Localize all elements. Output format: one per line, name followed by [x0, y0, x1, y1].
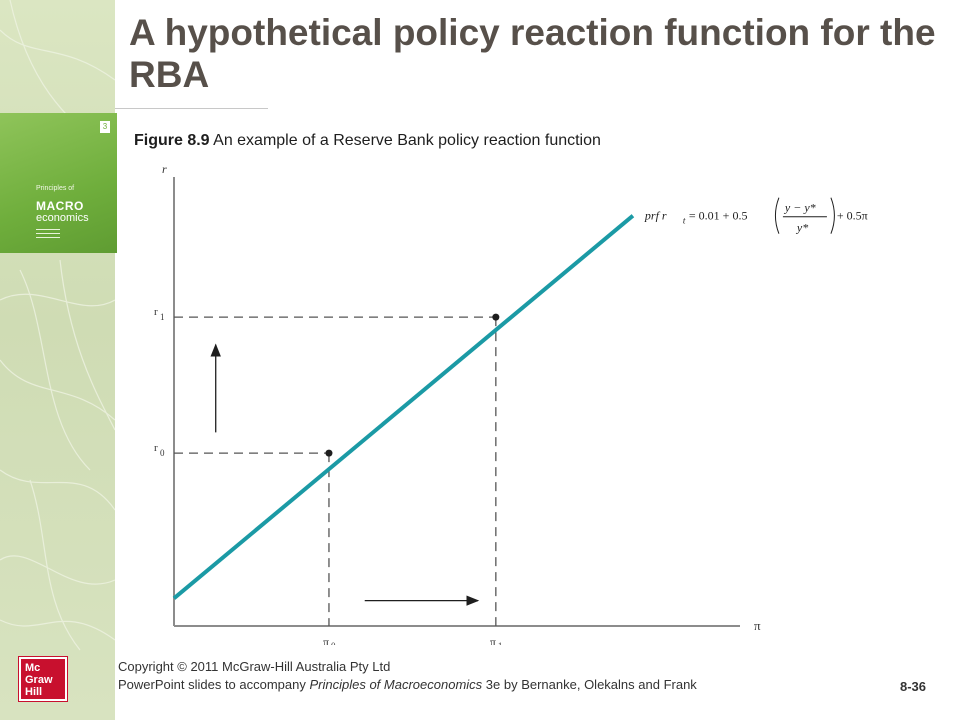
book-author-lines — [36, 229, 60, 230]
left-paren — [774, 197, 780, 234]
equation-constants: = 0.01 + 0.5 — [689, 209, 748, 223]
x-tick-sub-1: 1 — [498, 641, 503, 645]
equation-sub: t — [683, 216, 686, 226]
figure-label: Figure 8.9 — [134, 132, 210, 149]
book-line1: Principles of — [36, 185, 75, 192]
policy-reaction-line — [172, 214, 635, 600]
right-paren — [830, 197, 835, 234]
footer-pre: PowerPoint slides to accompany — [118, 677, 310, 692]
x-axis-label: π — [754, 618, 761, 633]
title-divider — [115, 108, 268, 109]
book-cover-image: 3 Principles of MACRO economics — [0, 113, 117, 253]
logo-line: Graw — [25, 674, 53, 686]
mcgraw-hill-logo: Mc Graw Hill — [18, 656, 68, 702]
figure-caption: Figure 8.9 An example of a Reserve Bank … — [134, 132, 601, 150]
equation-tail: + 0.5π — [837, 209, 868, 223]
data-point-1 — [492, 313, 500, 321]
book-word2: economics — [36, 212, 89, 224]
footer-book-title: Principles of Macroeconomics — [309, 677, 483, 692]
leaf-texture — [0, 0, 115, 651]
book-word1: MACRO — [36, 199, 84, 213]
slide-number: 8-36 — [900, 679, 927, 694]
x-tick-label-0: π — [323, 635, 329, 645]
footer: Copyright © 2011 McGraw-Hill Australia P… — [118, 658, 697, 694]
policy-reaction-chart: rππ0r0π1r1prf rt = 0.01 + 0.5y − y*y* + … — [154, 162, 868, 645]
x-tick-sub-0: 0 — [331, 641, 336, 645]
y-tick-label-0: r — [154, 442, 158, 454]
equation-denominator: y* — [796, 221, 808, 235]
book-edition-badge: 3 — [100, 121, 110, 133]
y-tick-sub-0: 0 — [160, 448, 165, 458]
copyright-text: Copyright © 2011 McGraw-Hill Australia P… — [118, 659, 391, 674]
y-tick-sub-1: 1 — [160, 312, 165, 322]
figure-caption-text: An example of a Reserve Bank policy reac… — [213, 132, 601, 149]
x-tick-label-1: π — [490, 635, 496, 645]
logo-line: Hill — [25, 686, 43, 698]
y-tick-label-1: r — [154, 306, 158, 318]
footer-attribution: PowerPoint slides to accompany Principle… — [118, 676, 697, 694]
logo-line: Mc — [25, 662, 41, 674]
equation-prefix: prf r — [644, 209, 667, 223]
decorative-sidebar — [0, 0, 115, 720]
footer-post: 3e by Bernanke, Olekalns and Frank — [482, 677, 697, 692]
equation-numerator: y − y* — [784, 201, 816, 215]
y-axis-label: r — [162, 162, 167, 176]
data-point-0 — [325, 449, 333, 457]
slide-title: A hypothetical policy reaction function … — [129, 12, 936, 95]
